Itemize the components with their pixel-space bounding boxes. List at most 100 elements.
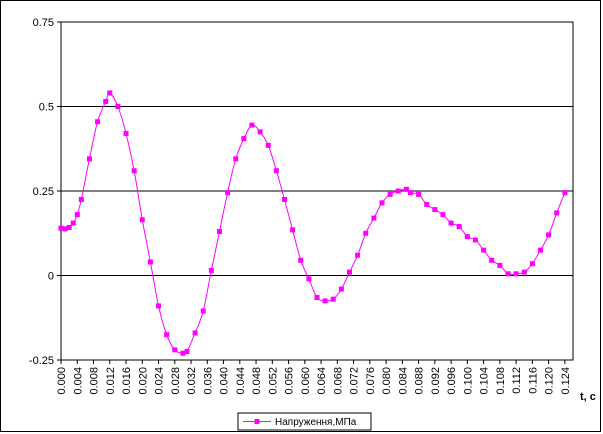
x-axis-ticks: 0.000 0.004 0.008 0.012 0.016 0.020 0.024 0.028… [56, 360, 572, 395]
x-tick-label: 0.036 [202, 367, 214, 395]
data-point [355, 252, 361, 258]
data-point [529, 261, 535, 267]
y-tick-label: 0.25 [33, 186, 54, 198]
data-point [562, 190, 568, 196]
data-point [200, 308, 206, 314]
data-point [330, 296, 336, 302]
data-point [107, 90, 113, 96]
data-point [424, 202, 430, 208]
data-point [387, 191, 393, 197]
data-point [456, 223, 462, 229]
x-tick-label: 0.084 [397, 367, 409, 395]
y-tick-label: 0 [48, 271, 54, 283]
data-point [314, 294, 320, 300]
data-point [440, 212, 446, 218]
x-tick-label: 0.060 [300, 367, 312, 395]
data-point [379, 200, 385, 206]
x-tick-label: 0.028 [170, 367, 182, 395]
data-point [123, 131, 129, 137]
legend-label: Напруження,МПа [275, 417, 357, 428]
data-point [86, 156, 92, 162]
x-tick-label: 0.064 [316, 367, 328, 395]
y-tick-label: 0.75 [33, 17, 54, 29]
data-point [298, 257, 304, 263]
data-point [281, 196, 287, 202]
data-point [407, 190, 413, 196]
x-tick-label: 0.016 [121, 367, 133, 395]
data-point [95, 119, 101, 125]
x-tick-label: 0.032 [186, 367, 198, 395]
data-point [481, 247, 487, 253]
x-tick-label: 0.116 [527, 367, 539, 394]
data-point [371, 215, 377, 221]
data-point [131, 168, 137, 174]
x-tick-label: 0.048 [251, 367, 263, 395]
data-point [216, 229, 222, 235]
data-point [225, 190, 231, 196]
x-tick-label: 0.108 [495, 367, 507, 395]
data-point [156, 303, 162, 309]
data-point [537, 247, 543, 253]
data-point [180, 350, 186, 356]
data-point [464, 234, 470, 240]
data-point [78, 196, 84, 202]
y-tick-label: 0.5 [39, 102, 54, 114]
x-tick-label: 0.040 [219, 367, 231, 395]
legend-marker [254, 419, 260, 424]
data-point [347, 269, 353, 275]
x-tick-label: 0.072 [349, 367, 361, 395]
x-tick-label: 0.096 [446, 367, 458, 395]
data-point [115, 104, 121, 109]
data-point [472, 237, 478, 243]
data-point [164, 332, 170, 338]
legend: Напруження,МПа [237, 412, 372, 431]
x-tick-label: 0.008 [89, 367, 101, 395]
data-point [139, 217, 145, 223]
data-point [257, 129, 263, 135]
data-point [290, 227, 296, 233]
legend-box [237, 412, 372, 431]
x-axis-title: t, c [580, 391, 596, 403]
x-tick-label: 0.020 [137, 367, 149, 395]
data-point [403, 186, 409, 192]
data-point [395, 188, 401, 194]
data-point [103, 98, 109, 104]
x-tick-label: 0.104 [479, 367, 491, 395]
x-tick-label: 0.044 [235, 367, 247, 395]
series-layer [58, 90, 568, 356]
data-point [66, 225, 72, 231]
gridlines [61, 106, 573, 276]
data-point [192, 330, 198, 336]
data-point [448, 220, 454, 226]
data-point [489, 257, 495, 263]
data-point [505, 271, 511, 277]
data-point [363, 230, 369, 236]
data-point [249, 122, 255, 128]
x-tick-label: 0.112 [511, 367, 523, 394]
data-point [233, 156, 239, 162]
data-point [338, 286, 344, 292]
data-point [184, 349, 190, 355]
x-tick-label: 0.080 [381, 367, 393, 395]
data-point [546, 232, 552, 238]
data-point [74, 212, 80, 218]
data-point [147, 259, 153, 265]
x-tick-label: 0.000 [56, 367, 68, 395]
data-point [172, 347, 178, 353]
data-point [58, 225, 64, 231]
data-point [62, 226, 68, 232]
x-tick-label: 0.004 [72, 367, 84, 395]
data-point [513, 271, 519, 277]
data-point [273, 168, 279, 174]
x-tick-label: 0.052 [267, 367, 279, 395]
x-tick-label: 0.012 [105, 367, 117, 395]
y-axis-ticks: 0.75 0.5 0.25 0 -0.25 [29, 17, 61, 367]
x-tick-label: 0.088 [414, 367, 426, 395]
x-tick-label: 0.092 [430, 367, 442, 395]
data-point [416, 191, 422, 197]
data-point [432, 207, 438, 213]
data-point [322, 298, 328, 304]
data-point [208, 267, 214, 273]
